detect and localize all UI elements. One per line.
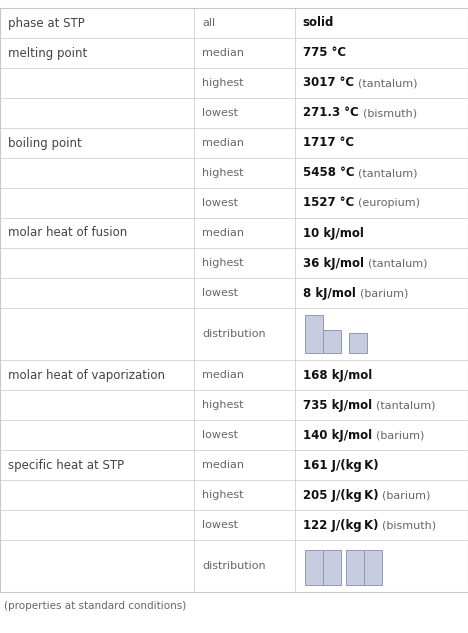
Text: 205 J/(kg K): 205 J/(kg K) xyxy=(303,489,379,501)
Text: 271.3 °C: 271.3 °C xyxy=(303,106,358,120)
Bar xyxy=(323,550,341,585)
Text: highest: highest xyxy=(202,168,244,178)
Text: distribution: distribution xyxy=(202,561,266,571)
Text: 168 kJ/mol: 168 kJ/mol xyxy=(303,368,372,382)
Text: 8 kJ/mol: 8 kJ/mol xyxy=(303,287,356,299)
Text: (tantalum): (tantalum) xyxy=(368,258,427,268)
Text: 5458 °C: 5458 °C xyxy=(303,166,354,180)
Text: phase at STP: phase at STP xyxy=(8,16,85,30)
Text: all: all xyxy=(202,18,215,28)
Text: (tantalum): (tantalum) xyxy=(376,400,435,410)
Text: molar heat of fusion: molar heat of fusion xyxy=(8,227,127,239)
Text: highest: highest xyxy=(202,258,244,268)
Bar xyxy=(323,330,341,353)
Bar xyxy=(305,550,323,585)
Text: (barium): (barium) xyxy=(360,288,408,298)
Text: distribution: distribution xyxy=(202,329,266,339)
Text: highest: highest xyxy=(202,490,244,500)
Text: solid: solid xyxy=(303,16,334,30)
Text: (barium): (barium) xyxy=(382,490,431,500)
Text: lowest: lowest xyxy=(202,520,238,530)
Text: 140 kJ/mol: 140 kJ/mol xyxy=(303,429,372,441)
Text: median: median xyxy=(202,138,244,148)
Text: molar heat of vaporization: molar heat of vaporization xyxy=(8,368,165,382)
Text: highest: highest xyxy=(202,78,244,88)
Bar xyxy=(305,315,323,353)
Text: 1527 °C: 1527 °C xyxy=(303,196,354,210)
Text: lowest: lowest xyxy=(202,198,238,208)
Text: 10 kJ/mol: 10 kJ/mol xyxy=(303,227,364,239)
Text: (tantalum): (tantalum) xyxy=(358,168,418,178)
Text: (properties at standard conditions): (properties at standard conditions) xyxy=(4,601,186,611)
Text: highest: highest xyxy=(202,400,244,410)
Text: 775 °C: 775 °C xyxy=(303,46,346,60)
Text: boiling point: boiling point xyxy=(8,137,82,149)
Text: 735 kJ/mol: 735 kJ/mol xyxy=(303,399,372,411)
Text: (barium): (barium) xyxy=(376,430,424,440)
Bar xyxy=(364,550,382,585)
Text: (europium): (europium) xyxy=(358,198,420,208)
Text: 36 kJ/mol: 36 kJ/mol xyxy=(303,256,364,270)
Text: median: median xyxy=(202,228,244,238)
Text: median: median xyxy=(202,460,244,470)
Text: melting point: melting point xyxy=(8,46,87,60)
Text: 1717 °C: 1717 °C xyxy=(303,137,354,149)
Text: (bismuth): (bismuth) xyxy=(382,520,437,530)
Text: median: median xyxy=(202,370,244,380)
Bar xyxy=(346,550,364,585)
Text: 122 J/(kg K): 122 J/(kg K) xyxy=(303,518,378,532)
Text: (tantalum): (tantalum) xyxy=(358,78,417,88)
Text: 161 J/(kg K): 161 J/(kg K) xyxy=(303,458,379,472)
Text: specific heat at STP: specific heat at STP xyxy=(8,458,124,472)
Text: lowest: lowest xyxy=(202,108,238,118)
Text: median: median xyxy=(202,48,244,58)
Text: lowest: lowest xyxy=(202,430,238,440)
Bar xyxy=(349,333,367,353)
Text: (bismuth): (bismuth) xyxy=(363,108,417,118)
Text: 3017 °C: 3017 °C xyxy=(303,77,354,89)
Text: lowest: lowest xyxy=(202,288,238,298)
